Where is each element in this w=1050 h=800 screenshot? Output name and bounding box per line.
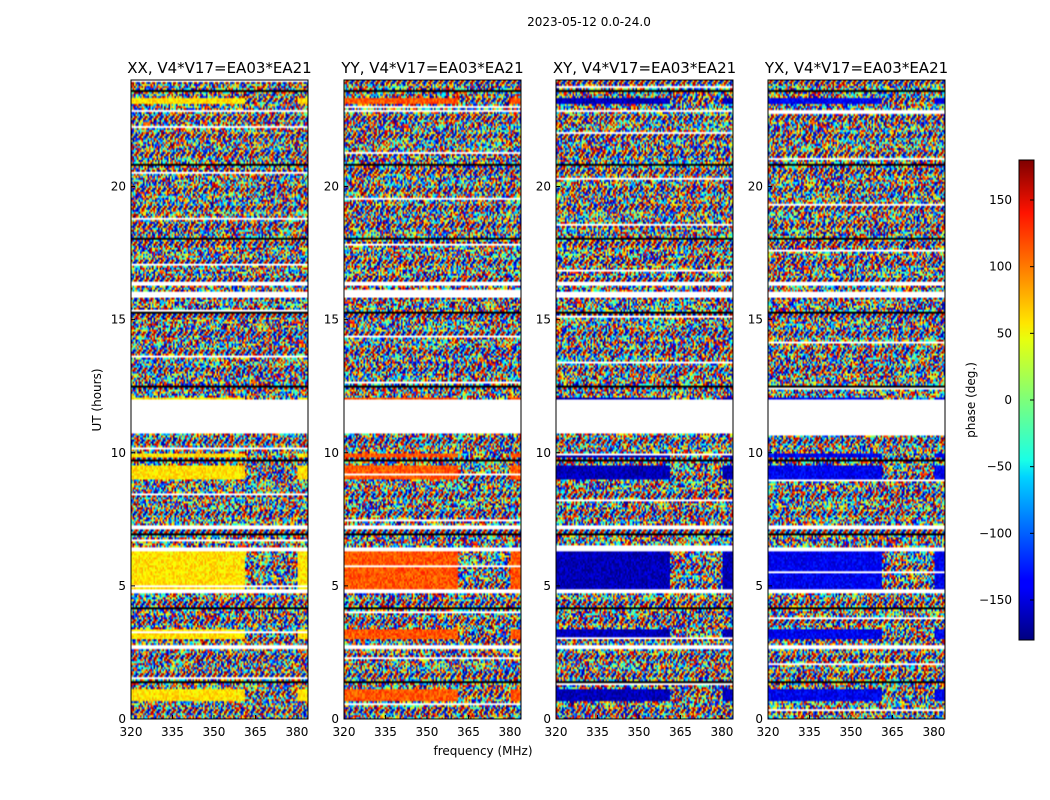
y-tick-label: 20 (536, 180, 551, 194)
colorbar-ticks: 150 100 50 0 −50 −100 −150 (979, 193, 1034, 607)
panel-yx: YX, V4*V17=EA03*EA21 320 335 350 365 380 0 5 10 1… (748, 59, 948, 739)
x-tick-label: 365 (244, 725, 267, 739)
x-tick-label: 350 (840, 725, 863, 739)
y-tick-label: 20 (324, 180, 339, 194)
x-tick-label: 335 (374, 725, 397, 739)
y-tick-label: 5 (543, 579, 551, 593)
x-tick-label: 335 (798, 725, 821, 739)
y-tick-label: 0 (118, 712, 126, 726)
x-tick-label: 365 (669, 725, 692, 739)
colorbar-tick-label: 100 (989, 260, 1012, 274)
panels: XX, V4*V17=EA03*EA21 320 335 350 365 380 0 5 10 1… (111, 59, 948, 739)
panel-title: XX, V4*V17=EA03*EA21 (127, 59, 311, 77)
colorbar-tick-label: −100 (979, 526, 1012, 540)
y-tick-label: 0 (543, 712, 551, 726)
x-tick-label: 380 (285, 725, 308, 739)
x-tick-label: 380 (922, 725, 945, 739)
x-tick-label: 350 (416, 725, 439, 739)
phase-heatmap (344, 80, 521, 719)
y-tick-label: 5 (118, 579, 126, 593)
x-tick-label: 320 (545, 725, 568, 739)
y-tick-label: 0 (331, 712, 339, 726)
panel-frame (555, 79, 734, 720)
x-tick-label: 350 (628, 725, 651, 739)
y-tick-label: 5 (331, 579, 339, 593)
x-axis-label: frequency (MHz) (433, 744, 532, 758)
panel-frame (130, 79, 309, 720)
phase-heatmap (556, 80, 733, 719)
x-tick-label: 380 (710, 725, 733, 739)
x-tick-label: 365 (457, 725, 480, 739)
colorbar-tick-label: 150 (989, 193, 1012, 207)
y-tick-label: 10 (111, 446, 126, 460)
colorbar-tick-label: −50 (987, 460, 1012, 474)
y-tick-label: 15 (324, 313, 339, 327)
panel-title: XY, V4*V17=EA03*EA21 (553, 59, 736, 77)
x-tick-label: 320 (120, 725, 143, 739)
panel-title: YY, V4*V17=EA03*EA21 (340, 59, 523, 77)
y-tick-label: 20 (111, 180, 126, 194)
panel-xy: XY, V4*V17=EA03*EA21 320 335 350 365 380 0 5 10 1… (536, 59, 736, 739)
colorbar-tick-label: 0 (1004, 393, 1012, 407)
x-tick-label: 380 (498, 725, 521, 739)
x-tick-label: 335 (161, 725, 184, 739)
phase-heatmap (131, 80, 308, 719)
y-tick-label: 5 (755, 579, 763, 593)
y-tick-label: 20 (748, 180, 763, 194)
y-tick-label: 15 (111, 313, 126, 327)
y-tick-label: 10 (324, 446, 339, 460)
phase-heatmap (768, 80, 945, 719)
y-tick-label: 15 (536, 313, 551, 327)
x-tick-label: 320 (757, 725, 780, 739)
colorbar-label: phase (deg.) (964, 362, 978, 438)
y-tick-label: 10 (536, 446, 551, 460)
panel-title: YX, V4*V17=EA03*EA21 (764, 59, 948, 77)
figure-suptitle: 2023-05-12 0.0-24.0 (527, 15, 651, 29)
x-tick-label: 365 (881, 725, 904, 739)
x-tick-label: 320 (333, 725, 356, 739)
colorbar: 150 100 50 0 −50 −100 −150 phase (deg.) (964, 159, 1035, 641)
panel-frame (767, 79, 946, 720)
y-tick-label: 0 (755, 712, 763, 726)
panel-frame (343, 79, 522, 720)
y-tick-label: 15 (748, 313, 763, 327)
x-tick-label: 335 (586, 725, 609, 739)
y-tick-label: 10 (748, 446, 763, 460)
y-axis-label: UT (hours) (90, 368, 104, 431)
x-tick-label: 350 (203, 725, 226, 739)
colorbar-tick-label: −150 (979, 593, 1012, 607)
colorbar-tick-label: 50 (997, 326, 1012, 340)
panel-yy: YY, V4*V17=EA03*EA21 320 335 350 365 380 0 5 10 1… (324, 59, 524, 739)
panel-xx: XX, V4*V17=EA03*EA21 320 335 350 365 380 0 5 10 1… (111, 59, 312, 739)
